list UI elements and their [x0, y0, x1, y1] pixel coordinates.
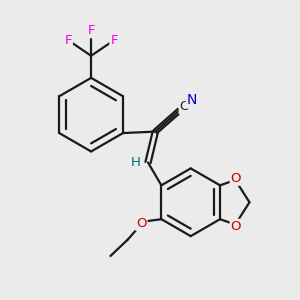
Text: N: N [187, 93, 197, 107]
Text: F: F [110, 34, 118, 47]
Text: C: C [180, 100, 188, 113]
Text: F: F [87, 24, 95, 37]
Text: O: O [136, 217, 147, 230]
Text: O: O [231, 172, 241, 185]
Text: F: F [64, 34, 72, 47]
Text: O: O [231, 220, 241, 233]
Text: H: H [131, 156, 141, 169]
